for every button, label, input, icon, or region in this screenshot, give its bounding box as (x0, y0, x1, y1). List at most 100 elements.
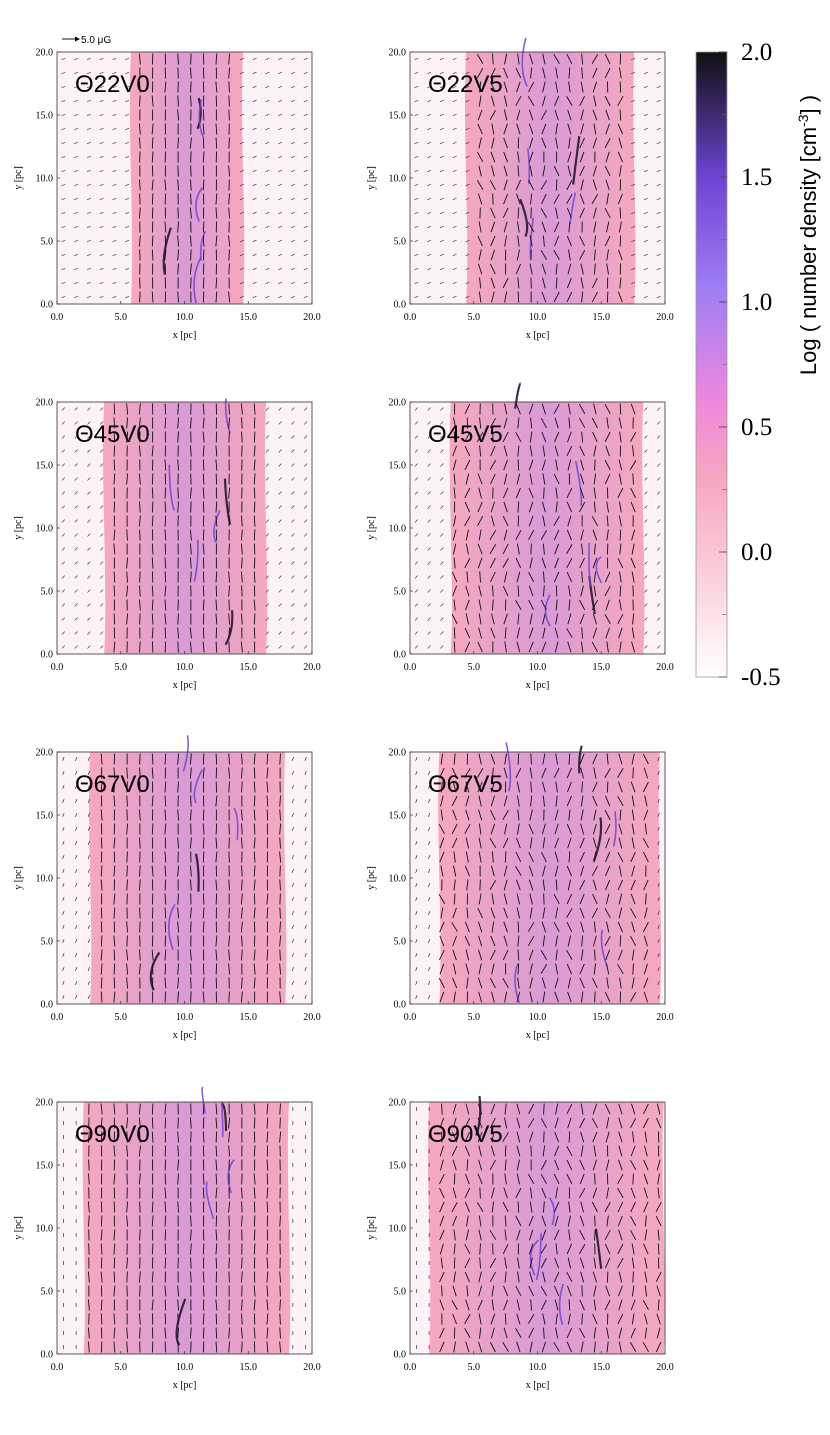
field-vector (541, 193, 547, 205)
field-vector (631, 155, 636, 159)
field-vector (439, 127, 444, 131)
field-vector (489, 417, 496, 429)
field-vector (452, 949, 457, 961)
field-vector (278, 575, 282, 579)
field-vector (240, 921, 243, 933)
field-vector (555, 907, 559, 919)
field-vector (566, 921, 573, 933)
field-vector (202, 445, 205, 457)
field-vector (656, 491, 661, 495)
field-vector (478, 949, 483, 961)
field-vector (581, 627, 583, 639)
field-vector (414, 141, 419, 145)
field-vector (604, 207, 611, 219)
field-vector (478, 627, 483, 639)
x-tick-label: 10.0 (176, 312, 194, 323)
field-vector (303, 71, 308, 75)
field-vector (439, 1341, 445, 1353)
field-vector (427, 547, 431, 551)
field-vector (580, 641, 584, 653)
field-vector (215, 1117, 218, 1129)
field-vector (516, 1117, 521, 1129)
field-vector (177, 907, 180, 919)
field-vector (278, 589, 282, 593)
field-vector (617, 95, 624, 107)
field-vector (61, 561, 66, 565)
field-vector (139, 767, 141, 779)
field-vector (228, 137, 230, 149)
field-vector (593, 221, 597, 233)
field-vector (241, 557, 243, 569)
field-vector (190, 557, 192, 569)
field-vector (491, 1201, 494, 1213)
field-vector (541, 291, 547, 303)
field-vector (278, 533, 282, 537)
field-vector (190, 179, 192, 191)
field-vector (503, 137, 508, 149)
field-vector (631, 281, 636, 285)
field-vector (151, 795, 154, 807)
field-vector (478, 851, 482, 863)
field-vector (541, 403, 546, 415)
field-vector (477, 151, 484, 163)
field-vector (87, 799, 90, 803)
field-vector (215, 1243, 218, 1255)
field-vector (189, 907, 192, 919)
field-vector (74, 155, 79, 159)
density-filament (233, 807, 239, 841)
field-vector (567, 837, 572, 849)
field-vector (239, 225, 244, 229)
field-vector (291, 407, 295, 411)
field-vector (177, 459, 180, 471)
density-filament (544, 594, 551, 627)
x-tick-label: 0.0 (404, 1012, 417, 1023)
field-vector (253, 1145, 256, 1157)
field-vector (591, 515, 598, 527)
field-vector (241, 1187, 243, 1199)
field-vector (503, 921, 508, 933)
y-tick-label: 20.0 (36, 398, 54, 409)
field-vector (278, 141, 283, 145)
field-vector (579, 599, 586, 611)
field-vector (439, 1173, 445, 1185)
field-vector (491, 515, 495, 527)
field-vector (151, 599, 154, 611)
field-vector (568, 417, 571, 429)
y-tick-label: 20.0 (389, 48, 407, 59)
field-vector (177, 865, 180, 877)
field-vector (265, 71, 270, 75)
field-vector (515, 179, 522, 191)
field-vector (618, 781, 623, 793)
field-vector (619, 641, 622, 653)
field-vector (580, 109, 584, 121)
field-vector (215, 1327, 218, 1339)
field-vector (593, 445, 597, 457)
field-vector (75, 883, 78, 887)
field-vector (177, 263, 179, 275)
field-vector (656, 617, 661, 621)
field-vector (278, 85, 283, 89)
field-vector (554, 417, 559, 429)
field-vector (516, 109, 521, 121)
density-filament (595, 556, 603, 584)
field-vector (515, 600, 522, 610)
field-vector (189, 837, 192, 849)
field-vector (453, 487, 456, 499)
field-vector (478, 1271, 482, 1283)
field-vector (215, 501, 218, 513)
field-vector (631, 57, 636, 61)
field-vector (215, 963, 218, 975)
field-vector (504, 753, 507, 765)
field-vector (630, 1215, 637, 1227)
field-vector (215, 1257, 218, 1269)
field-vector (631, 795, 635, 807)
field-vector (265, 435, 270, 439)
field-vector (606, 641, 609, 653)
field-vector (527, 1118, 535, 1128)
field-vector (100, 1299, 103, 1311)
field-vector (75, 981, 78, 985)
field-vector (87, 827, 90, 831)
field-vector (594, 1229, 596, 1241)
field-vector (451, 767, 458, 779)
